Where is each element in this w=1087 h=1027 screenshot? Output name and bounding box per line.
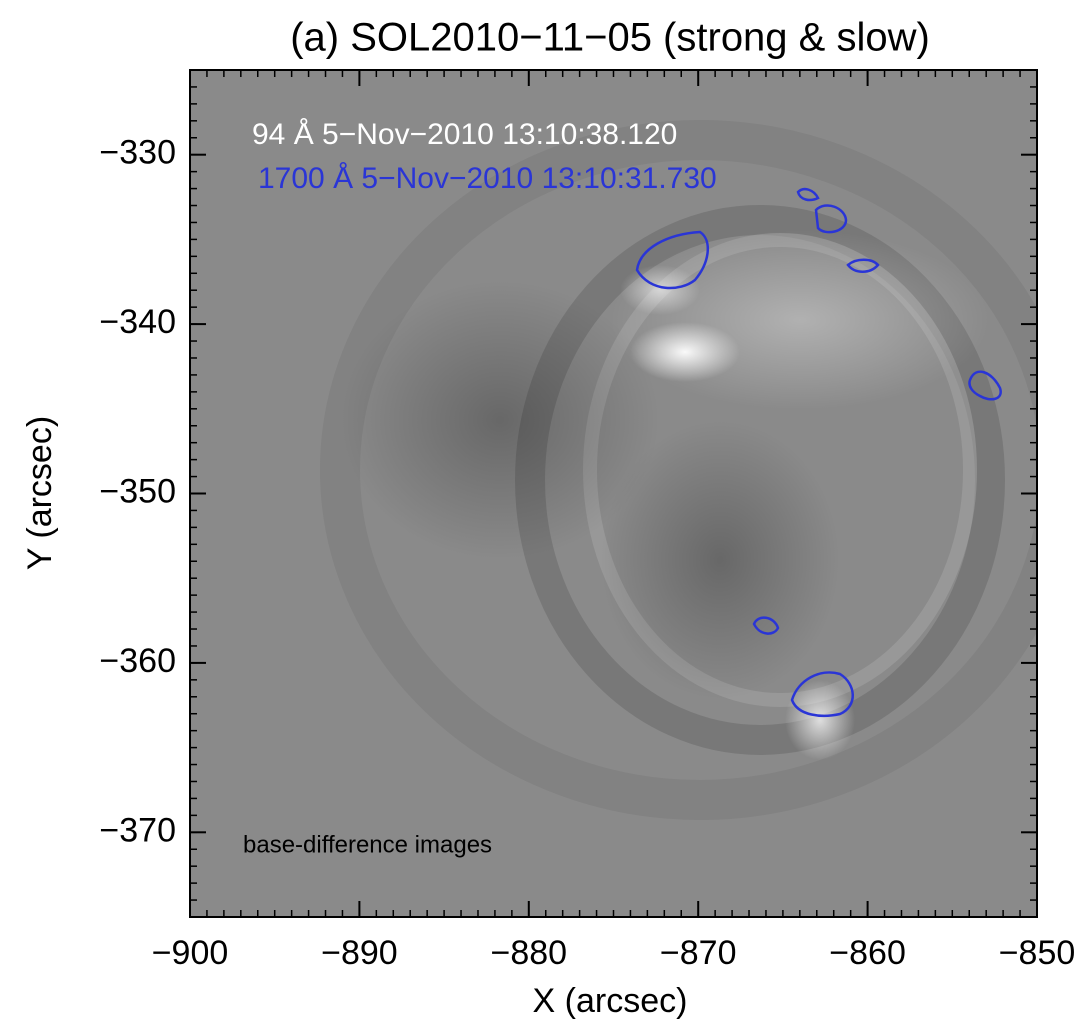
y-tick-label: −330 [99,134,176,172]
x-axis-label: X (arcsec) [533,982,688,1020]
y-axis-label: Y (arcsec) [21,416,59,570]
y-tick-label: −370 [99,811,176,849]
x-tick-label: −880 [491,934,568,972]
contours [635,187,1002,717]
x-tick-label: −870 [660,934,737,972]
x-tick-label: −860 [829,934,906,972]
y-tick-label: −340 [99,303,176,341]
y-tick-label: −350 [99,472,176,510]
x-tick-label: −900 [152,934,229,972]
annotation: 1700 Å 5−Nov−2010 13:10:31.730 [258,162,717,195]
annotation: base-difference images [243,831,492,858]
image [190,70,1037,917]
annotation: 94 Å 5−Nov−2010 13:10:38.120 [252,118,677,151]
x-tick-label: −890 [321,934,398,972]
x-tick-label: −850 [999,934,1076,972]
chart-title: (a) SOL2010−11−05 (strong & slow) [290,16,930,60]
y-tick-label: −360 [99,642,176,680]
